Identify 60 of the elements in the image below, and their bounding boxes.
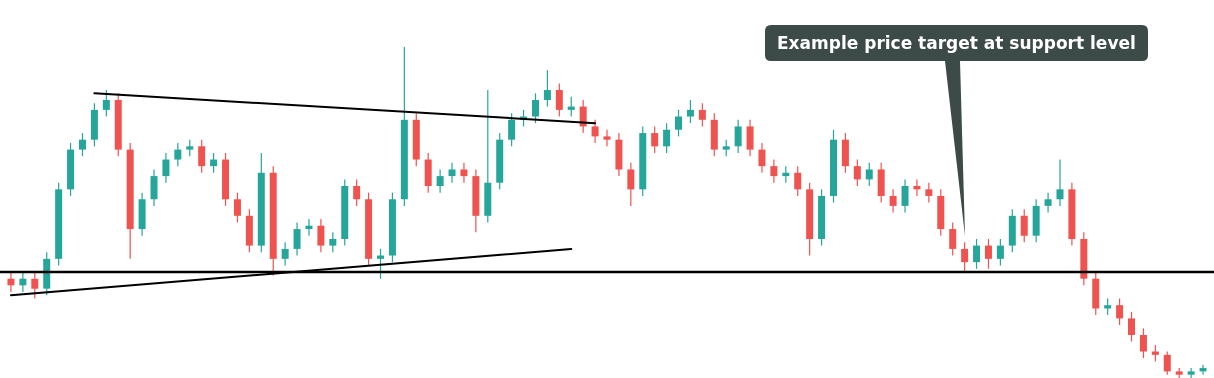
candlestick xyxy=(913,178,921,197)
candlestick xyxy=(305,218,313,237)
candlestick xyxy=(996,238,1004,267)
candlestick xyxy=(329,231,337,253)
candlestick xyxy=(7,271,15,293)
candlestick xyxy=(949,221,957,257)
candlestick xyxy=(853,158,861,187)
candlestick xyxy=(162,152,170,184)
candlestick xyxy=(1128,311,1136,343)
candlestick xyxy=(889,188,897,214)
candlestick xyxy=(508,112,516,147)
candlestick xyxy=(531,92,539,124)
candlestick xyxy=(651,125,659,154)
candlestick xyxy=(865,162,873,187)
candlestick xyxy=(567,96,575,118)
candlestick xyxy=(973,238,981,270)
candlestick xyxy=(233,192,241,224)
candlestick xyxy=(1199,364,1207,376)
candlestick xyxy=(1056,158,1064,207)
candlestick xyxy=(603,129,611,147)
candlestick xyxy=(1163,350,1171,376)
candlestick xyxy=(925,182,933,204)
candlestick xyxy=(984,238,992,270)
candlestick xyxy=(150,168,158,207)
candlestick xyxy=(78,132,86,157)
candlestick xyxy=(686,99,694,124)
candlestick xyxy=(770,158,778,184)
candlestick xyxy=(555,82,563,118)
candlestick xyxy=(1139,327,1147,359)
candlestick xyxy=(1187,367,1195,378)
candlestick xyxy=(293,221,301,257)
candlestick xyxy=(591,119,599,144)
candlestick xyxy=(281,241,289,267)
candlestick xyxy=(698,102,706,128)
candlestick xyxy=(198,139,206,174)
candlestick xyxy=(1020,208,1028,243)
candlestick xyxy=(543,69,551,108)
candlestick xyxy=(317,218,325,253)
candlestick xyxy=(102,89,110,118)
candlestick xyxy=(460,162,468,184)
candlestick xyxy=(961,241,969,273)
candlestick xyxy=(1044,192,1052,214)
candlestick xyxy=(448,162,456,184)
candlestick xyxy=(19,271,27,293)
candlestick xyxy=(663,122,671,154)
candlestick xyxy=(746,119,754,157)
candlestick xyxy=(31,271,39,300)
candlestick xyxy=(174,142,182,167)
candlestick xyxy=(758,142,766,174)
annotation: Example price target at support level xyxy=(776,32,1137,55)
candlestick xyxy=(734,119,742,154)
candlestick xyxy=(901,178,909,214)
candlestick xyxy=(1116,297,1124,326)
candlestick xyxy=(353,178,361,207)
candlestick xyxy=(675,109,683,137)
candlestick xyxy=(436,168,444,194)
candlestick xyxy=(627,162,635,207)
candlestick xyxy=(794,165,802,197)
candlestick xyxy=(210,152,218,174)
candlestick xyxy=(377,248,384,280)
